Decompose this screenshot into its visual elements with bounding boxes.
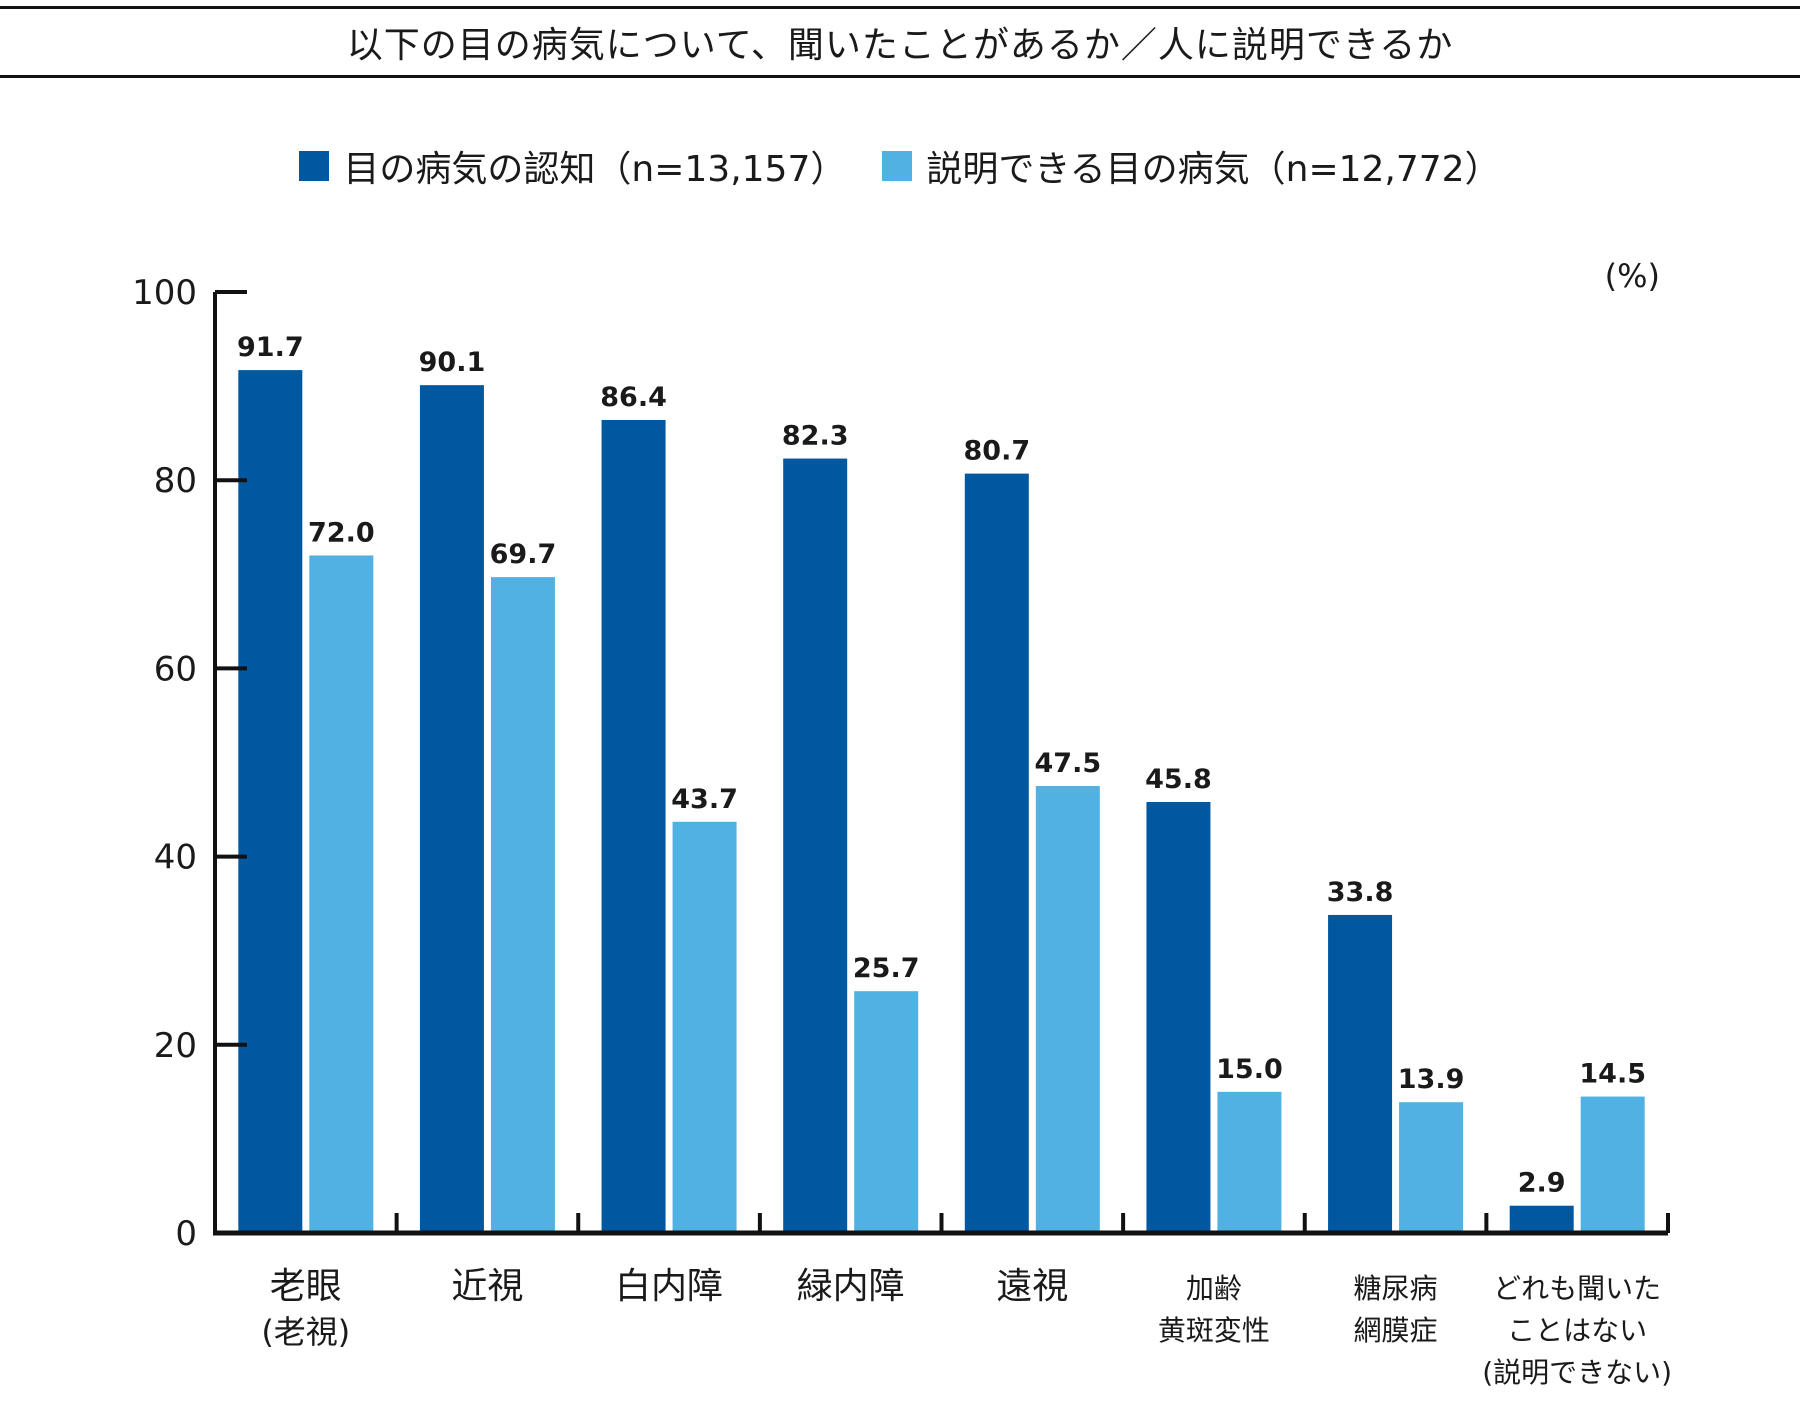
x-category-label: 黄斑変性	[1158, 1314, 1270, 1347]
data-label: 25.7	[853, 953, 920, 984]
bar-explainable	[1580, 1096, 1645, 1233]
data-label: 72.0	[308, 517, 375, 548]
y-tick-label: 100	[132, 273, 197, 313]
data-label: 15.0	[1216, 1054, 1283, 1085]
bars: 91.7 72.0 90.1 69.7 86.4 43.7 82.3 25.7 80.7 47.5…	[237, 332, 1646, 1233]
y-tick-label: 80	[154, 461, 197, 501]
x-category-label: 加齢	[1186, 1272, 1242, 1305]
bar-awareness	[964, 473, 1029, 1233]
chart-title: 以下の目の病気について、聞いたことがあるか／人に説明できるか	[0, 6, 1800, 78]
data-label: 14.5	[1579, 1059, 1646, 1090]
legend-label-awareness: 目の病気の認知（n=13,157）	[343, 149, 847, 190]
x-category-label: 白内障	[615, 1266, 723, 1307]
x-category-label: 糖尿病	[1354, 1272, 1438, 1305]
data-label: 33.8	[1327, 877, 1394, 908]
bar-awareness	[601, 419, 666, 1233]
bar-explainable	[1035, 786, 1100, 1233]
bar-awareness	[1328, 914, 1393, 1233]
bar-explainable	[854, 991, 919, 1233]
x-category-label: どれも聞いた	[1493, 1272, 1661, 1305]
y-tick-label: 20	[154, 1026, 197, 1066]
legend-swatch-explainable	[882, 151, 913, 181]
data-label: 90.1	[419, 347, 486, 378]
data-label: 43.7	[671, 784, 738, 815]
x-category-label: 網膜症	[1354, 1314, 1438, 1347]
data-label: 86.4	[600, 382, 667, 413]
bar-explainable	[309, 555, 374, 1233]
data-label: 45.8	[1145, 764, 1212, 795]
bar-awareness	[1146, 802, 1211, 1233]
x-category-label: (説明できない)	[1482, 1356, 1672, 1389]
x-category-label: ことはない	[1507, 1314, 1647, 1347]
bar-explainable	[490, 577, 555, 1233]
data-label: 47.5	[1035, 748, 1102, 779]
bar-explainable	[1399, 1102, 1464, 1233]
unit-label: (%)	[1605, 257, 1660, 295]
y-tick-label: 0	[175, 1214, 197, 1254]
y-tick-label: 40	[154, 838, 197, 878]
data-label: 82.3	[782, 421, 849, 452]
data-label: 2.9	[1518, 1168, 1566, 1199]
data-label: 80.7	[964, 436, 1031, 467]
bar-awareness	[238, 370, 303, 1233]
y-tick-label: 60	[154, 649, 197, 689]
legend-label-explainable: 説明できる目の病気（n=12,772）	[926, 149, 1501, 190]
bar-awareness	[419, 385, 484, 1233]
x-category-label: 近視	[451, 1266, 523, 1307]
bar-explainable	[1217, 1091, 1282, 1233]
x-category-label: 緑内障	[797, 1266, 905, 1307]
data-label: 69.7	[490, 539, 557, 570]
bar-awareness	[783, 458, 848, 1233]
bar-explainable	[672, 821, 737, 1233]
legend-item-explainable: 説明できる目の病気（n=12,772）	[882, 140, 1501, 192]
x-category-label: 老眼	[270, 1266, 342, 1307]
legend-item-awareness: 目の病気の認知（n=13,157）	[299, 140, 846, 192]
x-category-label: 遠視	[996, 1266, 1068, 1307]
x-category-label: (老視)	[261, 1313, 350, 1351]
data-label: 13.9	[1398, 1064, 1465, 1095]
legend-swatch-awareness	[299, 151, 330, 181]
bar-awareness	[1509, 1205, 1574, 1233]
data-label: 91.7	[237, 332, 304, 363]
legend: 目の病気の認知（n=13,157） 説明できる目の病気（n=12,772）	[0, 140, 1800, 192]
